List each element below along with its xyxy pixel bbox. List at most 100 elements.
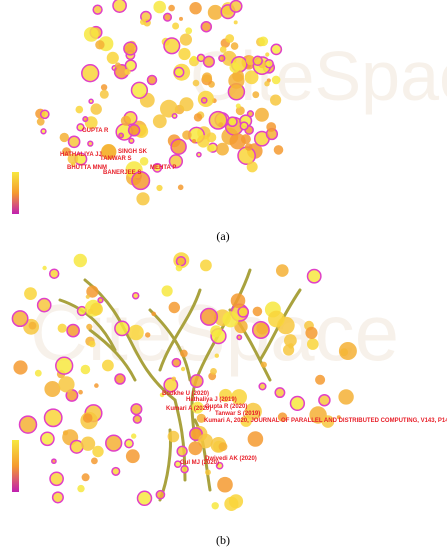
node [192,79,200,87]
caption: (b) [216,533,230,547]
node [42,265,47,271]
node [178,47,191,61]
node [159,392,165,398]
node [112,0,127,13]
node [271,75,281,85]
node [106,51,119,64]
node [88,98,94,105]
node [215,461,224,470]
node-label: BHUTTA MNM [67,165,107,171]
node [180,366,186,372]
node [127,124,141,137]
node-label: Kumari A, 2020, JOURNAL OF PARALLEL AND … [204,418,447,424]
node-label: GUPTA R [82,128,109,134]
node [244,143,253,151]
node [91,457,98,465]
node [171,112,178,119]
node [62,430,69,436]
node [270,94,282,106]
node [156,184,163,192]
node [48,268,60,279]
node [237,306,250,318]
node [49,471,64,487]
node [161,285,173,297]
node [86,285,99,298]
node [235,103,241,109]
node [202,55,215,68]
node [208,110,228,130]
node [168,301,180,314]
node [162,12,173,22]
node [277,412,288,422]
node [191,55,197,62]
node [131,433,137,439]
node-label: SINGH SK [118,149,148,155]
node [189,2,202,15]
node [336,415,341,420]
node [252,91,260,99]
node [175,264,183,272]
node [229,0,243,13]
node [225,34,235,43]
node [125,449,140,464]
node [151,311,156,317]
node [229,133,246,150]
node [105,434,123,452]
node [51,458,57,465]
nodes [11,0,357,511]
node [160,99,178,118]
node-label: BANERJEE S [103,170,141,176]
node [175,255,187,267]
node [244,70,259,85]
node [185,27,193,35]
node [244,402,262,420]
node [200,259,212,272]
caption: (a) [216,229,229,243]
node [81,64,100,83]
node-label: Dwivedi AK (2020) [205,456,257,462]
node [114,320,130,337]
node [224,496,239,511]
node [265,52,270,57]
node [62,147,71,157]
node [305,326,318,339]
node [83,27,99,42]
node [172,22,180,30]
node [199,307,219,326]
node [276,264,289,277]
node [58,376,75,393]
node [264,58,274,69]
node [218,54,226,62]
node [234,319,248,334]
node-label: Tanwar S (2019) [215,411,260,417]
node [218,122,224,128]
node [207,4,223,20]
node-label: TANWAR S [100,156,132,162]
node [92,4,103,15]
node [173,66,185,78]
node [193,113,203,122]
node-label: Gupta R (2020) [205,404,247,410]
node [51,491,64,504]
node [153,0,166,14]
node [179,97,194,112]
node [251,321,270,339]
node [13,360,28,375]
node [264,81,270,87]
node [318,393,331,407]
node [97,297,104,304]
node [78,389,83,395]
node [232,70,245,82]
node [94,383,99,388]
node [95,40,105,50]
node [200,97,208,104]
node [338,389,354,405]
node [171,357,182,368]
node [111,466,121,476]
node [24,287,37,300]
node [246,161,258,173]
node [44,381,61,397]
node [80,436,96,451]
node [152,114,167,129]
